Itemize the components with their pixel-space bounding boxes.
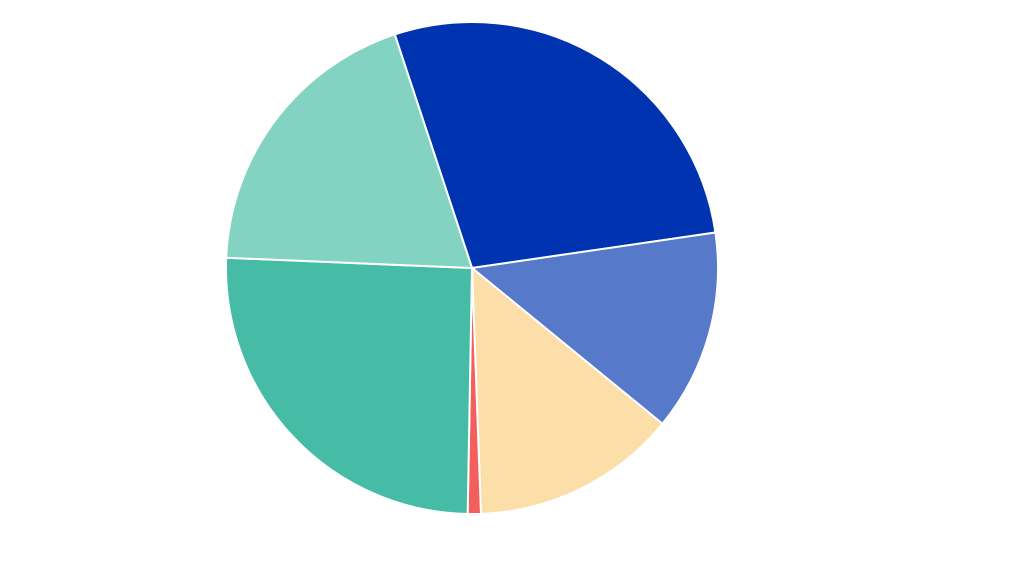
pie-slice-5 (225, 256, 473, 515)
pie-slices (225, 21, 719, 515)
pie-slice-2 (471, 231, 719, 425)
pie-slice-1 (393, 21, 717, 269)
pie-slice-3 (471, 267, 664, 515)
pie-slice-6 (225, 33, 473, 269)
